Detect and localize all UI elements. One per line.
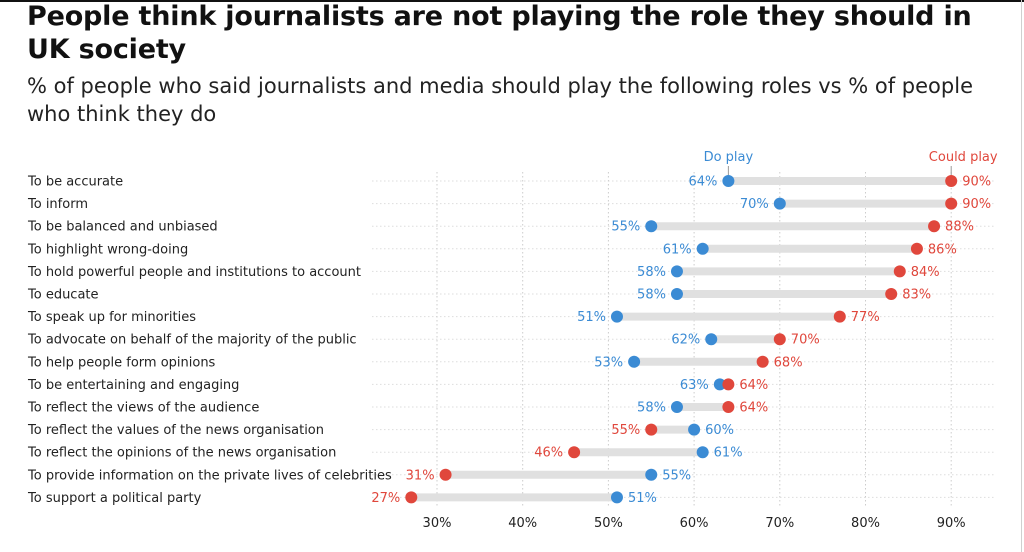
- could-play-dot: [568, 446, 581, 459]
- could-play-dot: [885, 288, 898, 300]
- category-label: To advocate on behalf of the majority of…: [27, 333, 357, 348]
- do-play-dot: [670, 401, 683, 413]
- x-tick-label: 30%: [423, 516, 452, 531]
- could-play-value: 90%: [962, 197, 991, 212]
- category-label: To be balanced and unbiased: [27, 220, 218, 235]
- could-play-value: 84%: [911, 265, 940, 280]
- do-play-dot: [696, 446, 709, 459]
- do-play-dot: [628, 355, 641, 368]
- series-header-could-play: Could play: [929, 150, 998, 165]
- series-header-do-play: Do play: [704, 150, 754, 165]
- do-play-dot: [610, 310, 623, 323]
- do-play-value: 51%: [577, 310, 606, 325]
- category-label: To provide information on the private li…: [27, 468, 392, 483]
- do-play-value: 60%: [705, 423, 734, 438]
- could-play-dot: [756, 355, 769, 368]
- top-rule: [0, 0, 1024, 2]
- do-play-value: 58%: [637, 265, 666, 280]
- do-play-dot: [773, 197, 786, 210]
- x-tick-label: 40%: [508, 516, 537, 531]
- do-play-dot: [645, 468, 658, 481]
- category-label: To inform: [27, 197, 88, 212]
- do-play-value: 62%: [671, 333, 700, 348]
- do-play-dot: [688, 423, 701, 436]
- category-label: To reflect the opinions of the news orga…: [27, 446, 336, 461]
- do-play-dot: [696, 242, 709, 255]
- could-play-dot: [945, 175, 958, 187]
- could-play-dot: [945, 197, 958, 210]
- x-tick-label: 80%: [851, 516, 880, 531]
- could-play-dot: [910, 242, 923, 255]
- could-play-value: 55%: [611, 423, 640, 438]
- do-play-value: 55%: [611, 220, 640, 235]
- could-play-value: 77%: [851, 310, 880, 325]
- could-play-dot: [645, 423, 658, 436]
- could-play-dot: [722, 401, 735, 413]
- do-play-value: 58%: [637, 288, 666, 303]
- category-label: To reflect the values of the news organi…: [27, 423, 324, 438]
- could-play-dot: [439, 468, 452, 481]
- chart-subtitle: % of people who said journalists and med…: [27, 74, 973, 126]
- do-play-dot: [713, 378, 726, 391]
- could-play-value: 64%: [739, 378, 768, 393]
- could-play-value: 88%: [945, 220, 974, 235]
- could-play-value: 68%: [774, 355, 803, 370]
- do-play-dot: [722, 175, 735, 187]
- category-label: To educate: [27, 288, 99, 303]
- do-play-value: 61%: [714, 446, 743, 461]
- category-label: To reflect the views of the audience: [27, 401, 259, 416]
- could-play-value: 90%: [962, 175, 991, 190]
- do-play-value: 61%: [663, 242, 692, 257]
- could-play-value: 83%: [902, 288, 931, 303]
- could-play-value: 64%: [739, 401, 768, 416]
- do-play-value: 53%: [594, 355, 623, 370]
- category-label: To speak up for minorities: [27, 310, 196, 325]
- could-play-dot: [773, 333, 786, 346]
- chart-title: People think journalists are not playing…: [27, 1, 972, 65]
- could-play-dot: [893, 265, 906, 278]
- could-play-dot: [405, 491, 418, 504]
- do-play-value: 55%: [662, 468, 691, 483]
- x-tick-label: 70%: [765, 516, 794, 531]
- do-play-dot: [610, 491, 623, 504]
- category-label: To help people form opinions: [27, 355, 216, 370]
- category-label: To be entertaining and engaging: [27, 378, 239, 393]
- could-play-value: 31%: [406, 468, 435, 483]
- could-play-value: 86%: [928, 242, 957, 257]
- do-play-value: 70%: [740, 197, 769, 212]
- category-label: To hold powerful people and institutions…: [27, 265, 361, 280]
- do-play-value: 64%: [688, 175, 717, 190]
- x-tick-label: 50%: [594, 516, 623, 531]
- category-label: To support a political party: [27, 491, 202, 506]
- could-play-dot: [928, 220, 941, 233]
- could-play-value: 46%: [534, 446, 563, 461]
- could-play-value: 27%: [371, 491, 400, 506]
- do-play-value: 63%: [680, 378, 709, 393]
- right-rule: [1021, 0, 1022, 552]
- category-label: To highlight wrong-doing: [27, 242, 188, 257]
- x-tick-label: 90%: [937, 516, 966, 531]
- do-play-dot: [670, 265, 683, 278]
- category-label: To be accurate: [27, 175, 123, 190]
- could-play-dot: [722, 378, 735, 391]
- do-play-dot: [645, 220, 658, 233]
- could-play-value: 70%: [791, 333, 820, 348]
- could-play-dot: [833, 310, 846, 323]
- do-play-dot: [670, 288, 683, 300]
- do-play-dot: [705, 333, 718, 346]
- x-tick-label: 60%: [680, 516, 709, 531]
- do-play-value: 51%: [628, 491, 657, 506]
- do-play-value: 58%: [637, 401, 666, 416]
